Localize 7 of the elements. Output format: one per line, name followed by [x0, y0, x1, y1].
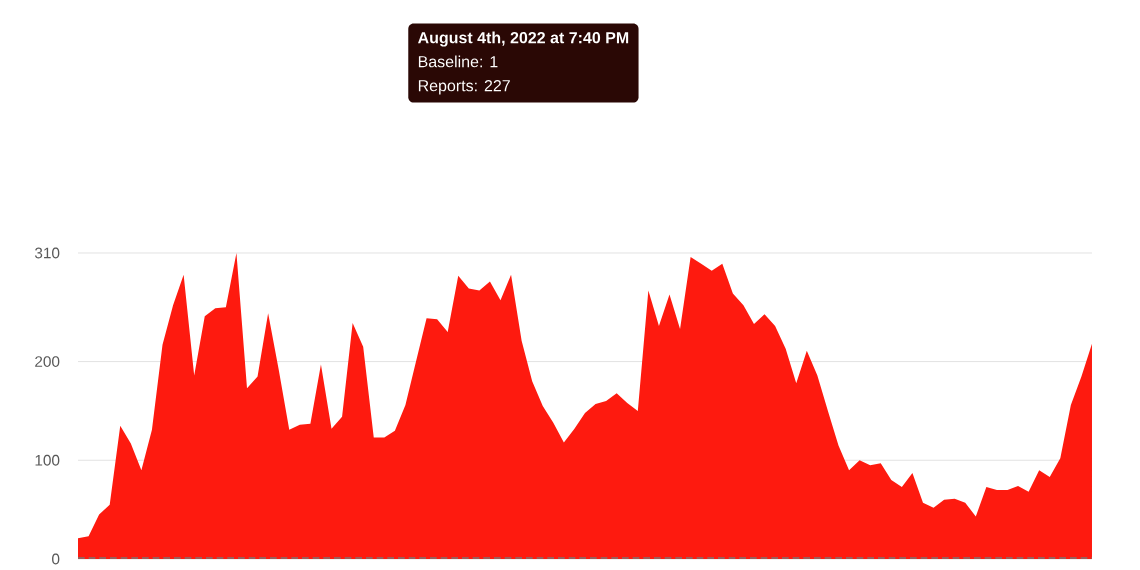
- text: Baseline: 1: [418, 55, 498, 68]
- y-tick-label: 310: [34, 247, 60, 259]
- y-tick-label: 0: [52, 553, 60, 565]
- y-tick-label: 100: [35, 454, 60, 466]
- text: Reports: 227: [418, 80, 510, 95]
- text: August 4th, 2022 at 7:40 PM: [418, 31, 629, 47]
- y-tick-label: 200: [35, 356, 60, 367]
